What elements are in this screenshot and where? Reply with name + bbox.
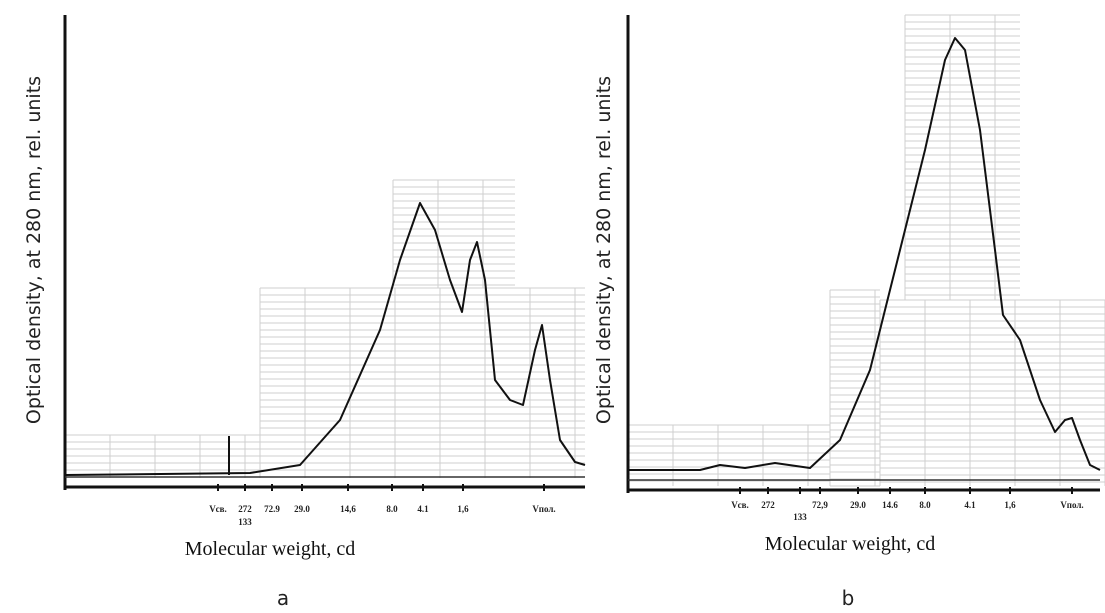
marks: Vсв. 272 133 72.9 29.0 14,6 8.0 4.1 1,6 Vпол. Opti… [23,15,1100,610]
x-tick-label: 272 [238,504,252,514]
x-tick-label: 1,6 [1004,500,1016,510]
figure: Vсв. 272 133 72.9 29.0 14,6 8.0 4.1 1,6 Vпол. Opti… [0,0,1105,613]
x-tick-label: Vсв. [209,504,227,514]
y-axis-label: Optical density, at 280 nm, rel. units [593,76,615,424]
panel-label: b [842,586,855,610]
x-tick-label: 133 [238,517,252,527]
curve [65,203,585,475]
x-tick-label: 72,9 [812,500,828,510]
x-tick-label: 29.0 [294,504,310,514]
x-tick-label: 133 [793,512,807,522]
x-tick-label: 4.1 [964,500,976,510]
x-tick-label: 4.1 [417,504,429,514]
x-tick-label: 14.6 [882,500,898,510]
x-tick-label: Vсв. [731,500,749,510]
x-tick-label: Vпол. [532,504,555,514]
x-tick-label: 1,6 [457,504,469,514]
x-axis-label: Molecular weight, cd [185,538,356,560]
x-tick-label: 72.9 [264,504,280,514]
x-tick-label: Vпол. [1060,500,1083,510]
panel-label: a [277,586,289,610]
chart-paper-grid [65,15,1105,486]
x-tick-label: 8.0 [386,504,398,514]
x-tick-label: 29.0 [850,500,866,510]
x-tick-label: 272 [761,500,775,510]
x-tick-label: 8.0 [919,500,931,510]
x-axis-label: Molecular weight, cd [765,533,936,555]
y-axis-label: Optical density, at 280 nm, rel. units [23,76,45,424]
x-tick-label: 14,6 [340,504,356,514]
